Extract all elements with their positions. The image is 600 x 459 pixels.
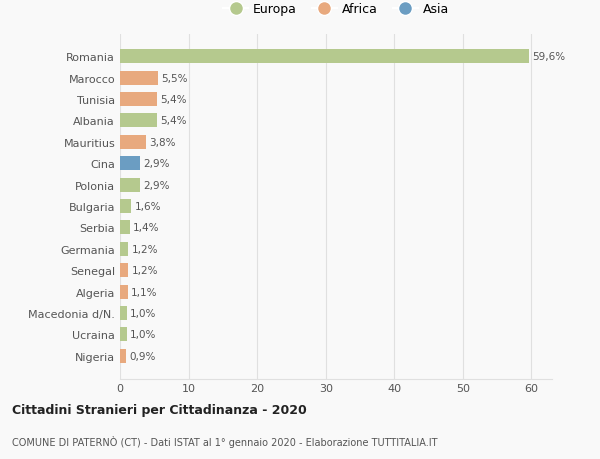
Text: 1,2%: 1,2%: [131, 266, 158, 275]
Bar: [120, 221, 130, 235]
Bar: [120, 285, 128, 299]
Text: 1,0%: 1,0%: [130, 330, 157, 340]
Text: 5,5%: 5,5%: [161, 73, 188, 84]
Text: Cittadini Stranieri per Cittadinanza - 2020: Cittadini Stranieri per Cittadinanza - 2…: [12, 403, 307, 416]
Text: 1,0%: 1,0%: [130, 308, 157, 319]
Text: 5,4%: 5,4%: [160, 95, 187, 105]
Bar: [120, 328, 127, 341]
Bar: [120, 263, 128, 278]
Bar: [120, 349, 126, 363]
Bar: [120, 135, 146, 150]
Bar: [120, 307, 127, 320]
Legend: Europa, Africa, Asia: Europa, Africa, Asia: [219, 0, 453, 20]
Text: 1,6%: 1,6%: [134, 202, 161, 212]
Bar: [120, 50, 529, 64]
Bar: [120, 72, 158, 85]
Text: 2,9%: 2,9%: [143, 159, 170, 169]
Text: 3,8%: 3,8%: [149, 138, 176, 147]
Text: COMUNE DI PATERNÒ (CT) - Dati ISTAT al 1° gennaio 2020 - Elaborazione TUTTITALIA: COMUNE DI PATERNÒ (CT) - Dati ISTAT al 1…: [12, 435, 437, 447]
Text: 5,4%: 5,4%: [160, 116, 187, 126]
Bar: [120, 157, 140, 171]
Text: 1,4%: 1,4%: [133, 223, 160, 233]
Text: 1,1%: 1,1%: [131, 287, 157, 297]
Text: 1,2%: 1,2%: [131, 244, 158, 254]
Text: 0,9%: 0,9%: [130, 351, 156, 361]
Bar: [120, 178, 140, 192]
Bar: [120, 242, 128, 256]
Text: 2,9%: 2,9%: [143, 180, 170, 190]
Bar: [120, 200, 131, 213]
Text: 59,6%: 59,6%: [532, 52, 565, 62]
Bar: [120, 93, 157, 106]
Bar: [120, 114, 157, 128]
